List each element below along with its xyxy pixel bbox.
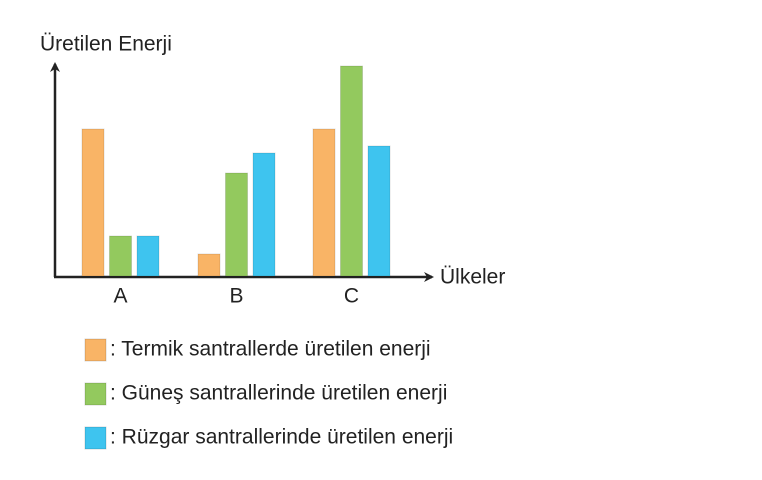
x-tick-label: A [113,285,127,308]
legend-swatch [84,426,107,450]
bar [109,235,132,277]
y-axis-title: Üretilen Enerji [40,33,172,56]
bar [312,128,336,277]
bar [367,145,391,277]
legend-swatch [84,338,107,362]
legend-label: : Güneş santrallerinde üretilen enerji [110,382,447,405]
legend-label: : Termik santrallerde üretilen enerji [110,338,431,361]
x-tick-label: B [229,285,243,308]
bar [340,65,363,277]
x-tick-label: C [344,285,359,308]
legend-swatch [84,382,107,406]
bar [252,152,276,277]
x-axis-title: Ülkeler [440,266,505,289]
bar [225,172,248,277]
legend-label: : Rüzgar santrallerinde üretilen enerji [110,426,453,449]
bar [81,128,105,277]
bar [136,235,160,277]
bar [197,253,221,277]
